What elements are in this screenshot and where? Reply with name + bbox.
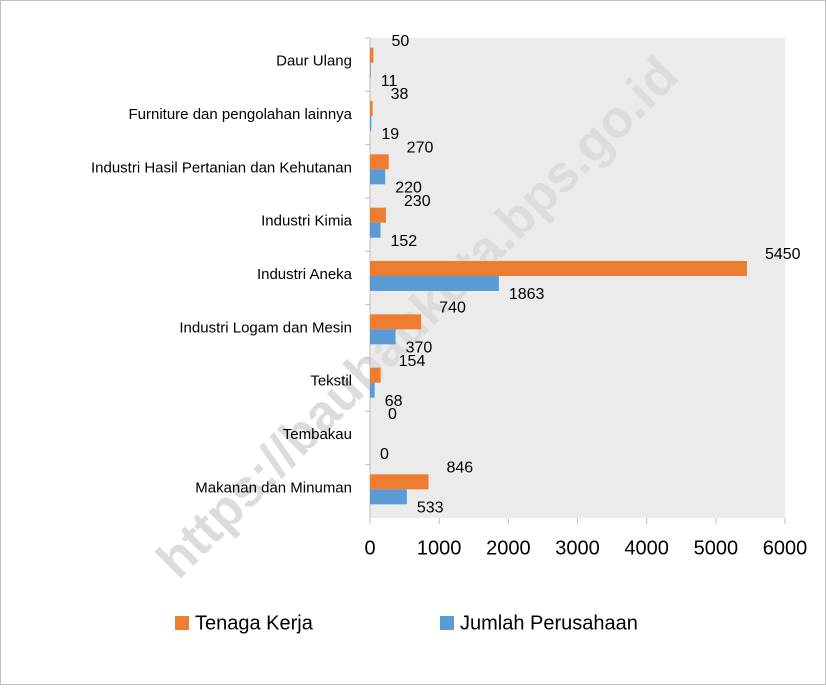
legend-swatch [175, 616, 189, 630]
data-label: 846 [447, 460, 474, 477]
y-tick-label: Tekstil [310, 373, 352, 390]
bar [370, 474, 429, 490]
data-label: 0 [380, 446, 389, 463]
bar [370, 489, 407, 505]
bar [370, 169, 386, 185]
x-tick-label: 3000 [555, 537, 600, 559]
bar [370, 261, 747, 276]
y-tick-label: Tembakau [283, 426, 352, 443]
legend-swatch [440, 616, 454, 630]
x-tick-label: 1000 [417, 537, 462, 559]
bar [370, 47, 374, 63]
data-label: 50 [391, 33, 409, 50]
x-tick-label: 6000 [763, 537, 808, 559]
x-tick-label: 0 [364, 537, 375, 559]
bar [370, 329, 396, 345]
data-label: 152 [391, 233, 418, 250]
y-tick-label: Furniture dan pengolahan lainnya [129, 106, 353, 123]
bar [370, 116, 372, 131]
legend-label: Jumlah Perusahaan [460, 612, 638, 634]
legend-label: Tenaga Kerja [195, 612, 314, 634]
data-label: 270 [407, 140, 434, 157]
data-label: 5450 [765, 246, 801, 263]
data-label: 370 [406, 340, 433, 357]
x-tick-label: 5000 [694, 537, 739, 559]
bar [370, 154, 389, 170]
bar [370, 367, 381, 383]
data-label: 740 [439, 300, 466, 317]
bar [370, 276, 499, 291]
y-tick-label: Industri Hasil Pertanian dan Kehutanan [91, 159, 352, 176]
bar [370, 62, 371, 78]
x-tick-label: 4000 [624, 537, 669, 559]
data-label: 1863 [509, 286, 545, 303]
y-tick-label: Makanan dan Minuman [195, 479, 352, 496]
data-label: 38 [391, 86, 409, 103]
y-tick-label: Industri Kimia [261, 213, 353, 230]
bar [370, 222, 381, 238]
data-label: 220 [395, 180, 422, 197]
bar [370, 101, 373, 116]
bar [370, 314, 422, 330]
x-tick-label: 2000 [486, 537, 531, 559]
data-label: 0 [388, 406, 397, 423]
data-label: 154 [399, 353, 426, 370]
data-label: 230 [404, 193, 431, 210]
data-label: 68 [385, 393, 403, 410]
data-label: 533 [417, 500, 444, 517]
y-tick-label: Daur Ulang [276, 53, 352, 70]
y-tick-label: Industri Aneka [257, 266, 353, 283]
data-label: 19 [381, 126, 399, 143]
data-label: 11 [381, 73, 398, 90]
bar [370, 207, 386, 223]
y-tick-label: Industri Logam dan Mesin [179, 319, 352, 336]
bar [370, 382, 375, 398]
